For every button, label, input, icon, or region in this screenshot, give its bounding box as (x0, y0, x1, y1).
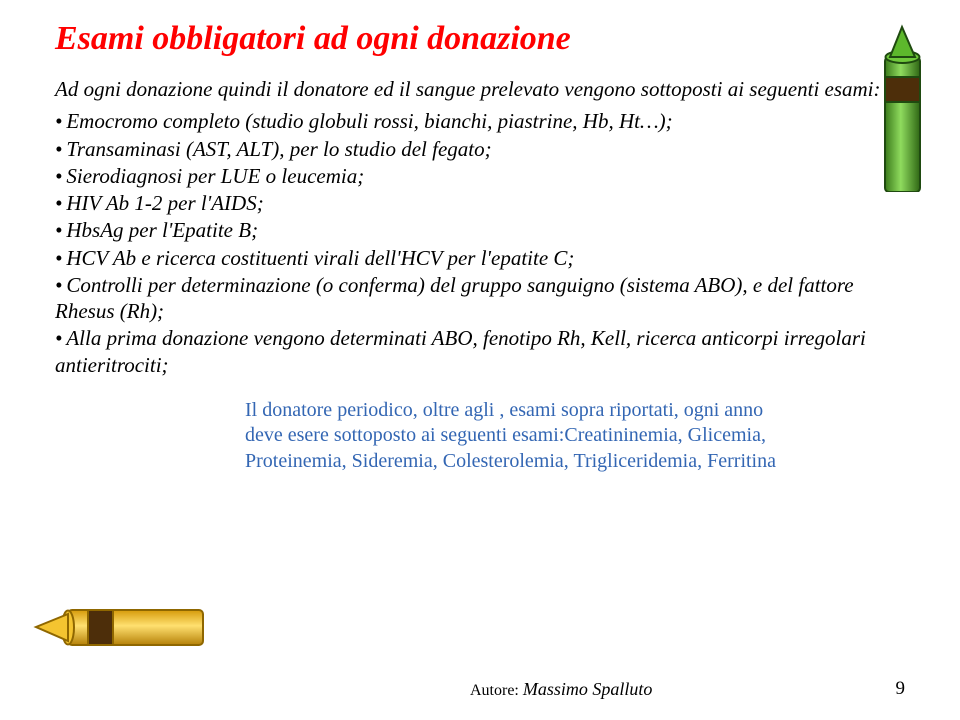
bullet-item: HIV Ab 1-2 per l'AIDS; (55, 190, 905, 216)
bullet-item: Controlli per determinazione (o conferma… (55, 272, 905, 325)
intro-text: Ad ogni donazione quindi il donatore ed … (55, 76, 905, 102)
page-number: 9 (896, 678, 906, 700)
slide-title: Esami obbligatori ad ogni donazione (55, 20, 905, 58)
crayon-green-decoration (875, 22, 930, 192)
bullet-list: Emocromo completo (studio globuli rossi,… (55, 108, 905, 378)
bullet-item: HCV Ab e ricerca costituenti virali dell… (55, 245, 905, 271)
bullet-item: Transaminasi (AST, ALT), per lo studio d… (55, 136, 905, 162)
periodic-donor-note: Il donatore periodico, oltre agli , esam… (245, 398, 805, 475)
author-name: Massimo Spalluto (523, 679, 653, 699)
bullet-item: HbsAg per l'Epatite B; (55, 217, 905, 243)
bullet-item: Alla prima donazione vengono determinati… (55, 325, 905, 378)
author-line: Autore: Massimo Spalluto (470, 679, 652, 700)
author-label: Autore: (470, 682, 523, 699)
bullet-item: Emocromo completo (studio globuli rossi,… (55, 108, 905, 134)
bullet-item: Sierodiagnosi per LUE o leucemia; (55, 163, 905, 189)
crayon-yellow-decoration (30, 600, 210, 655)
